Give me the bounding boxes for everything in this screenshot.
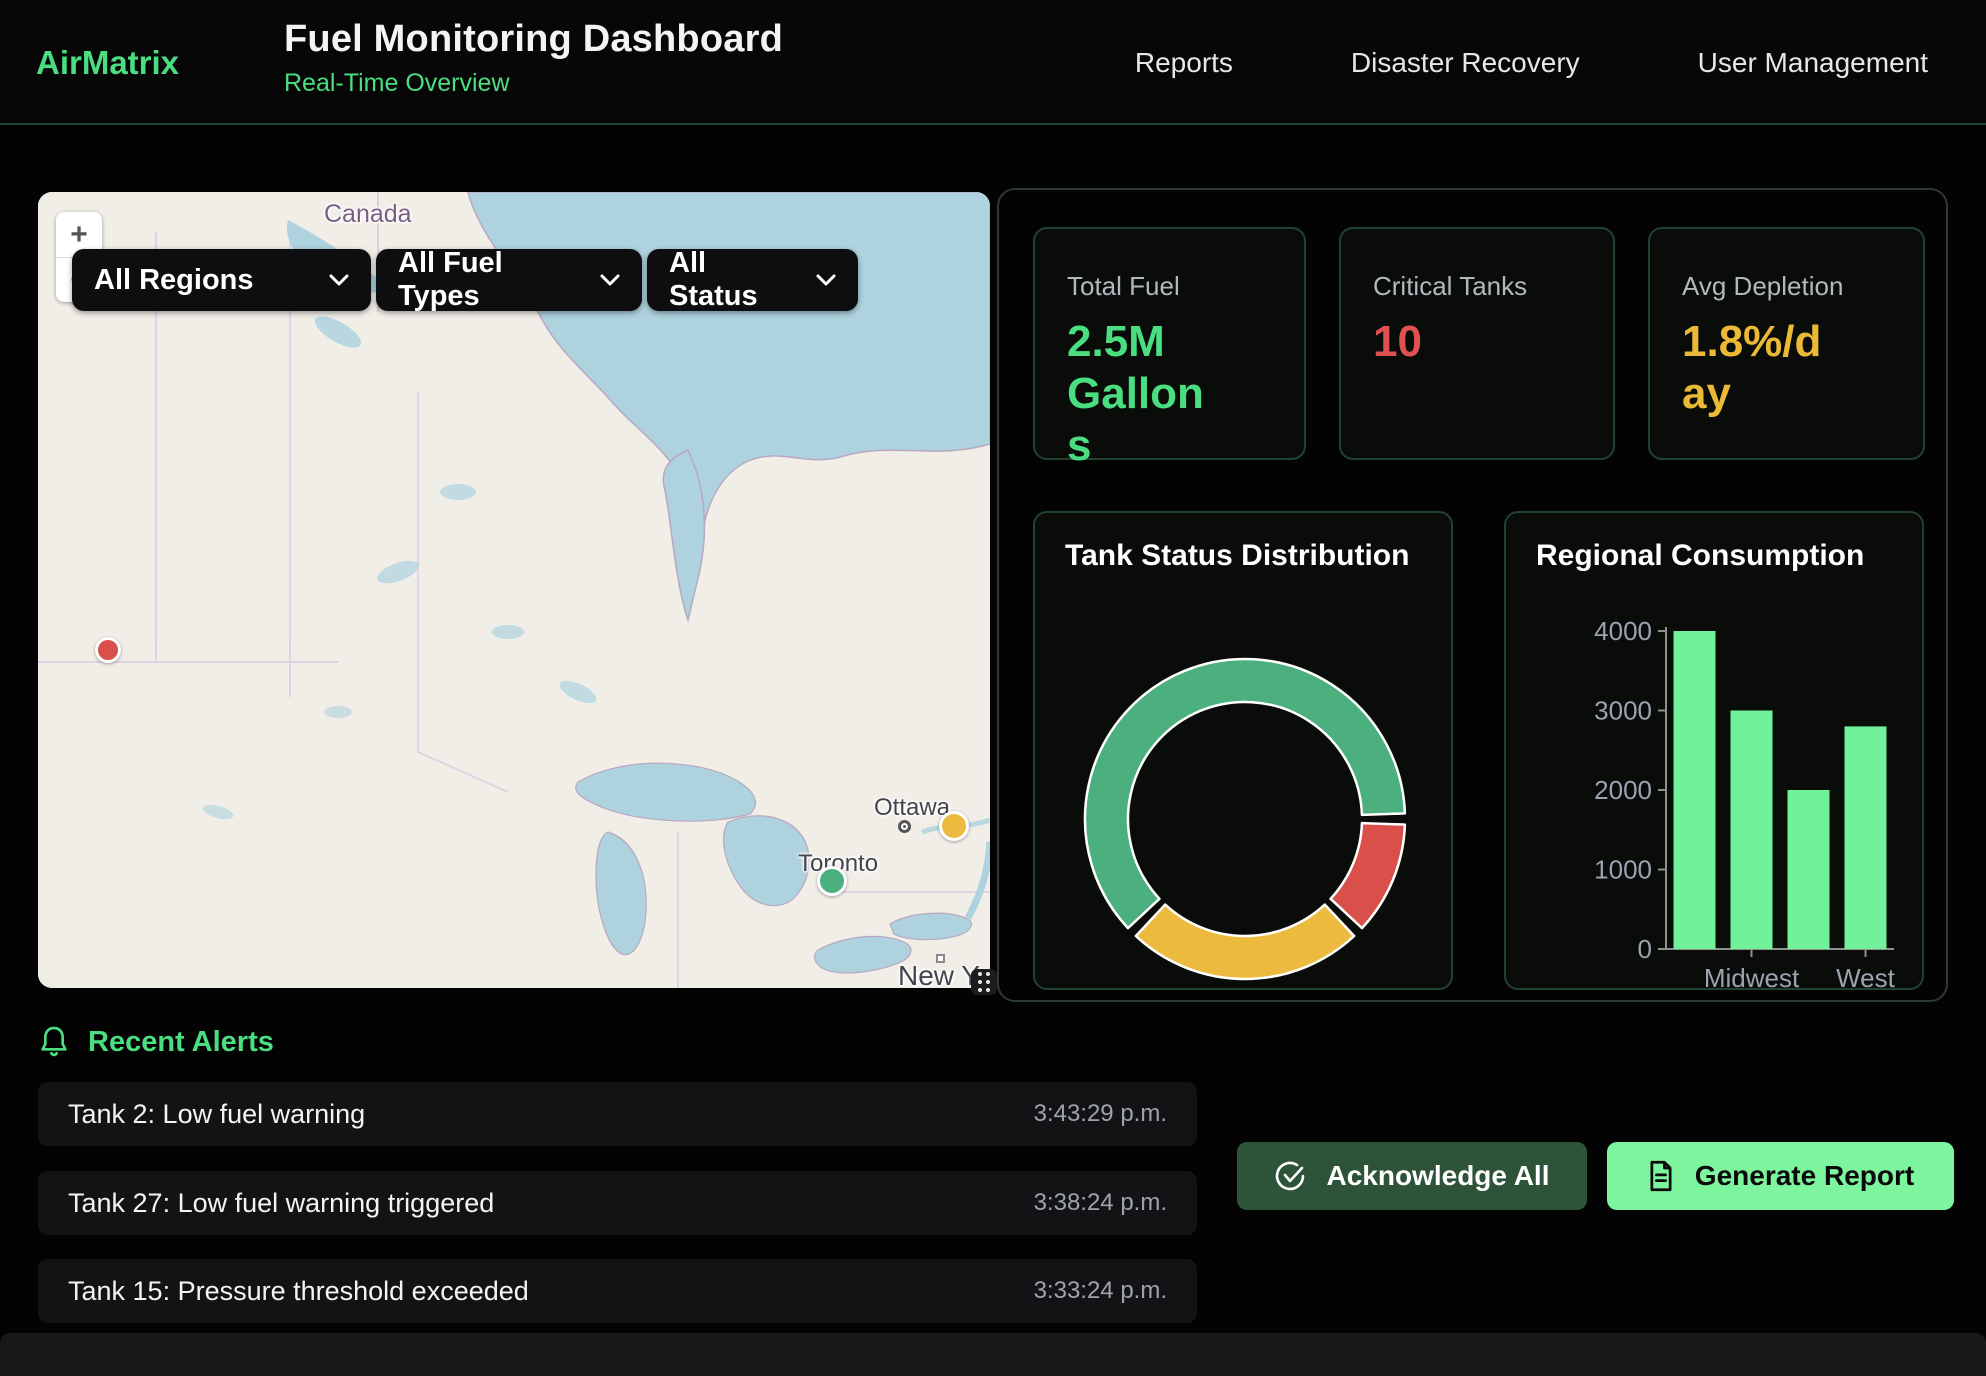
donut-segment-warning bbox=[1136, 905, 1354, 979]
bell-icon bbox=[38, 1024, 70, 1060]
app-header: AirMatrix Fuel Monitoring Dashboard Real… bbox=[0, 0, 1986, 125]
bar-west bbox=[1845, 726, 1887, 949]
check-circle-icon bbox=[1274, 1160, 1306, 1192]
map-filters: All Regions All Fuel Types All Status bbox=[72, 249, 858, 311]
y-tick-label: 4000 bbox=[1594, 616, 1652, 646]
page-title: Fuel Monitoring Dashboard bbox=[284, 18, 783, 61]
brand-logo: AirMatrix bbox=[36, 44, 179, 82]
y-tick-label: 3000 bbox=[1594, 696, 1652, 726]
ottawa-poi-dot bbox=[898, 820, 911, 833]
y-tick-label: 0 bbox=[1638, 934, 1652, 964]
x-tick-label: Midwest bbox=[1704, 963, 1800, 992]
stat-value: 10 bbox=[1373, 316, 1533, 368]
metrics-panel: Total Fuel 2.5M Gallons Critical Tanks 1… bbox=[997, 188, 1948, 1002]
bottom-dock-bar bbox=[0, 1333, 1986, 1376]
tank-status-donut-chart bbox=[1035, 513, 1455, 992]
resize-grip-handle[interactable] bbox=[971, 969, 997, 995]
alert-message: Tank 15: Pressure threshold exceeded bbox=[68, 1276, 529, 1307]
stat-card-critical-tanks: Critical Tanks 10 bbox=[1339, 227, 1615, 460]
recent-alerts-header: Recent Alerts bbox=[38, 1024, 274, 1060]
stat-card-avg-depletion: Avg Depletion 1.8%/day bbox=[1648, 227, 1925, 460]
stat-value: 2.5M Gallons bbox=[1067, 316, 1227, 472]
nav-reports[interactable]: Reports bbox=[1135, 47, 1233, 79]
stat-label: Avg Depletion bbox=[1682, 271, 1923, 302]
bar-midwest bbox=[1731, 711, 1773, 950]
alert-time: 3:33:24 p.m. bbox=[1034, 1277, 1167, 1305]
map[interactable]: Canada Ottawa Toronto New York + − All R… bbox=[38, 192, 990, 988]
regional-consumption-chart-card: Regional Consumption 01000200030004000Mi… bbox=[1504, 511, 1924, 990]
alert-row[interactable]: Tank 15: Pressure threshold exceeded 3:3… bbox=[38, 1259, 1197, 1323]
map-label-canada: Canada bbox=[324, 200, 412, 229]
acknowledge-all-label: Acknowledge All bbox=[1326, 1160, 1549, 1192]
x-tick-label: West bbox=[1836, 963, 1896, 992]
region-filter-value: All Regions bbox=[94, 264, 254, 297]
stat-card-total-fuel: Total Fuel 2.5M Gallons bbox=[1033, 227, 1306, 460]
regional-consumption-bar-chart: 0 1000 2000 3000 4000 Midwest West bbox=[1506, 513, 1926, 992]
dashboard: AirMatrix Fuel Monitoring Dashboard Real… bbox=[0, 0, 1986, 1376]
y-tick-label: 2000 bbox=[1594, 775, 1652, 805]
tank-marker-normal[interactable] bbox=[817, 866, 847, 896]
alert-time: 3:43:29 p.m. bbox=[1034, 1100, 1167, 1128]
alert-row[interactable]: Tank 2: Low fuel warning 3:43:29 p.m. bbox=[38, 1082, 1197, 1146]
tank-marker-warning[interactable] bbox=[939, 811, 969, 841]
title-block: Fuel Monitoring Dashboard Real-Time Over… bbox=[284, 18, 783, 98]
chevron-down-icon bbox=[600, 274, 620, 286]
tank-marker-critical[interactable] bbox=[95, 637, 121, 663]
fuel-type-filter-dropdown[interactable]: All Fuel Types bbox=[376, 249, 642, 311]
bar-region-1 bbox=[1674, 631, 1716, 949]
chevron-down-icon bbox=[816, 274, 836, 286]
alert-message: Tank 27: Low fuel warning triggered bbox=[68, 1188, 494, 1219]
generate-report-button[interactable]: Generate Report bbox=[1607, 1142, 1954, 1210]
nav-disaster-recovery[interactable]: Disaster Recovery bbox=[1351, 47, 1580, 79]
bar-region-3 bbox=[1788, 790, 1830, 949]
status-filter-dropdown[interactable]: All Status bbox=[647, 249, 858, 311]
fuel-type-filter-value: All Fuel Types bbox=[398, 247, 582, 313]
y-tick-label: 1000 bbox=[1594, 855, 1652, 885]
chevron-down-icon bbox=[329, 274, 349, 286]
stat-value: 1.8%/day bbox=[1682, 316, 1827, 420]
recent-alerts-title: Recent Alerts bbox=[88, 1026, 274, 1059]
acknowledge-all-button[interactable]: Acknowledge All bbox=[1237, 1142, 1587, 1210]
alert-message: Tank 2: Low fuel warning bbox=[68, 1099, 365, 1130]
donut-segment-critical bbox=[1331, 823, 1405, 928]
nav-user-management[interactable]: User Management bbox=[1698, 47, 1928, 79]
status-filter-value: All Status bbox=[669, 247, 798, 313]
stat-label: Total Fuel bbox=[1067, 271, 1304, 302]
map-label-ottawa: Ottawa bbox=[874, 794, 950, 822]
alert-time: 3:38:24 p.m. bbox=[1034, 1189, 1167, 1217]
main-nav: Reports Disaster Recovery User Managemen… bbox=[1135, 0, 1928, 125]
tank-status-chart-card: Tank Status Distribution bbox=[1033, 511, 1453, 990]
alert-row[interactable]: Tank 27: Low fuel warning triggered 3:38… bbox=[38, 1171, 1197, 1235]
stat-label: Critical Tanks bbox=[1373, 271, 1613, 302]
page-subtitle: Real-Time Overview bbox=[284, 69, 783, 98]
region-filter-dropdown[interactable]: All Regions bbox=[72, 249, 371, 311]
document-icon bbox=[1647, 1160, 1675, 1192]
generate-report-label: Generate Report bbox=[1695, 1160, 1914, 1192]
